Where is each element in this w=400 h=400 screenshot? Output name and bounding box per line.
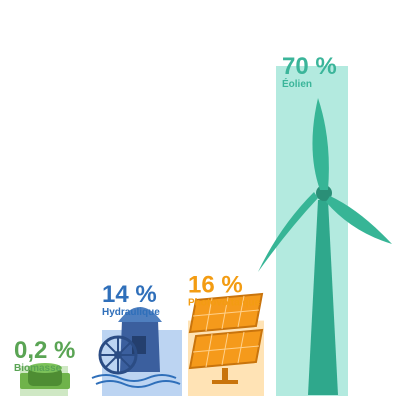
category-label: Éolien [282, 77, 312, 90]
labels-layer: 0,2 %Biomasse 14 %Hydraulique 16 %Photovol… [14, 53, 337, 374]
value-label: 70 % [282, 53, 337, 80]
biomass-digester-icon [20, 363, 70, 389]
category-label: Hydraulique [102, 307, 160, 318]
category-label: Biomasse [14, 363, 62, 374]
category-label: Photovoltaïque [188, 298, 261, 309]
value-label: 16 % [188, 272, 243, 299]
wind-turbine-icon [258, 98, 392, 395]
value-label: 0,2 % [14, 337, 75, 364]
value-label: 14 % [102, 281, 157, 308]
solar-panel-icon [188, 292, 264, 384]
watermill-icon [91, 307, 181, 388]
